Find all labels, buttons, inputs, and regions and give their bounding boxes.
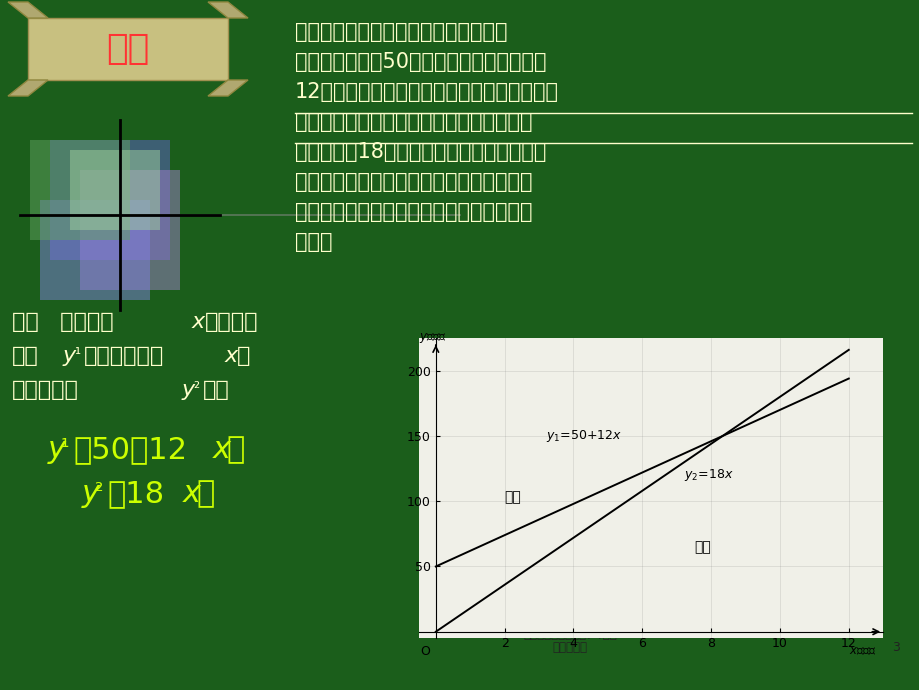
Text: 个月的存: 个月的存	[205, 312, 258, 332]
Text: 小张准备将平时的零用钱节约一些储存: 小张准备将平时的零用钱节约一些储存	[295, 22, 507, 42]
Text: y: y	[182, 380, 195, 400]
Text: 元，小王的存: 元，小王的存	[84, 346, 165, 366]
Text: y: y	[82, 479, 100, 508]
Bar	[80, 170, 180, 290]
Text: ＝50＋12: ＝50＋12	[73, 435, 187, 464]
Text: $y_1$=50+12$x$: $y_1$=50+12$x$	[545, 428, 621, 444]
Text: ₂: ₂	[193, 376, 199, 391]
Text: 师大版课件: 师大版课件	[552, 641, 587, 654]
Text: 个: 个	[237, 346, 250, 366]
Text: $x$（月）: $x$（月）	[848, 644, 876, 658]
Text: 小张和小王存款和月份之间的函数关系，并: 小张和小王存款和月份之间的函数关系，并	[295, 172, 532, 192]
Text: x: x	[213, 435, 231, 464]
Text: 思考: 思考	[107, 32, 150, 66]
Text: 款是: 款是	[12, 346, 39, 366]
Text: ，: ，	[196, 479, 214, 508]
Text: 小张: 小张	[505, 490, 521, 504]
Text: x: x	[192, 312, 205, 332]
Text: 计算半年以后小王的存款是多少，能否超过: 计算半年以后小王的存款是多少，能否超过	[295, 202, 532, 222]
Text: O: O	[420, 644, 430, 658]
Text: 3: 3	[891, 641, 899, 654]
Bar	[70, 150, 160, 230]
Polygon shape	[208, 80, 248, 96]
Text: 起来．他已存有50元，从现在起每个月节存: 起来．他已存有50元，从现在起每个月节存	[295, 52, 546, 72]
Polygon shape	[8, 80, 48, 96]
Text: 函数与二元一次方程(2)华东: 函数与二元一次方程(2)华东	[523, 628, 617, 641]
Text: 12元．小张的同学小王以前没有存过零用钱，: 12元．小张的同学小王以前没有存过零用钱，	[295, 82, 559, 102]
Text: 听到小张在存零用钱，表示从小张存款当月: 听到小张在存零用钱，表示从小张存款当月	[295, 112, 532, 132]
Text: 元，: 元，	[203, 380, 230, 400]
Text: $y_2$=18$x$: $y_2$=18$x$	[683, 466, 732, 483]
Text: 小王: 小王	[693, 540, 709, 554]
Text: y: y	[48, 435, 66, 464]
Text: x: x	[225, 346, 238, 366]
Text: ，: ，	[226, 435, 244, 464]
Text: $y$（元）: $y$（元）	[418, 331, 445, 344]
Text: 解：   设小张存: 解： 设小张存	[12, 312, 114, 332]
Text: ₁: ₁	[74, 342, 80, 357]
Text: 小张？: 小张？	[295, 232, 332, 252]
Text: ＝18: ＝18	[107, 479, 164, 508]
Text: 月的存款是: 月的存款是	[12, 380, 79, 400]
Polygon shape	[8, 2, 48, 18]
Text: ₂: ₂	[95, 475, 103, 495]
Bar	[30, 140, 130, 240]
Text: ₁: ₁	[61, 431, 69, 451]
Bar	[28, 18, 228, 80]
Text: 【最新】八年级数学下册18.5 一次: 【最新】八年级数学下册18.5 一次	[509, 615, 630, 628]
Text: 起每个月存18元，争取超过小张．请你写出: 起每个月存18元，争取超过小张．请你写出	[295, 142, 546, 162]
Text: x: x	[183, 479, 200, 508]
Polygon shape	[208, 2, 248, 18]
Text: y: y	[62, 346, 76, 366]
Bar	[50, 140, 170, 260]
Bar	[40, 200, 150, 300]
